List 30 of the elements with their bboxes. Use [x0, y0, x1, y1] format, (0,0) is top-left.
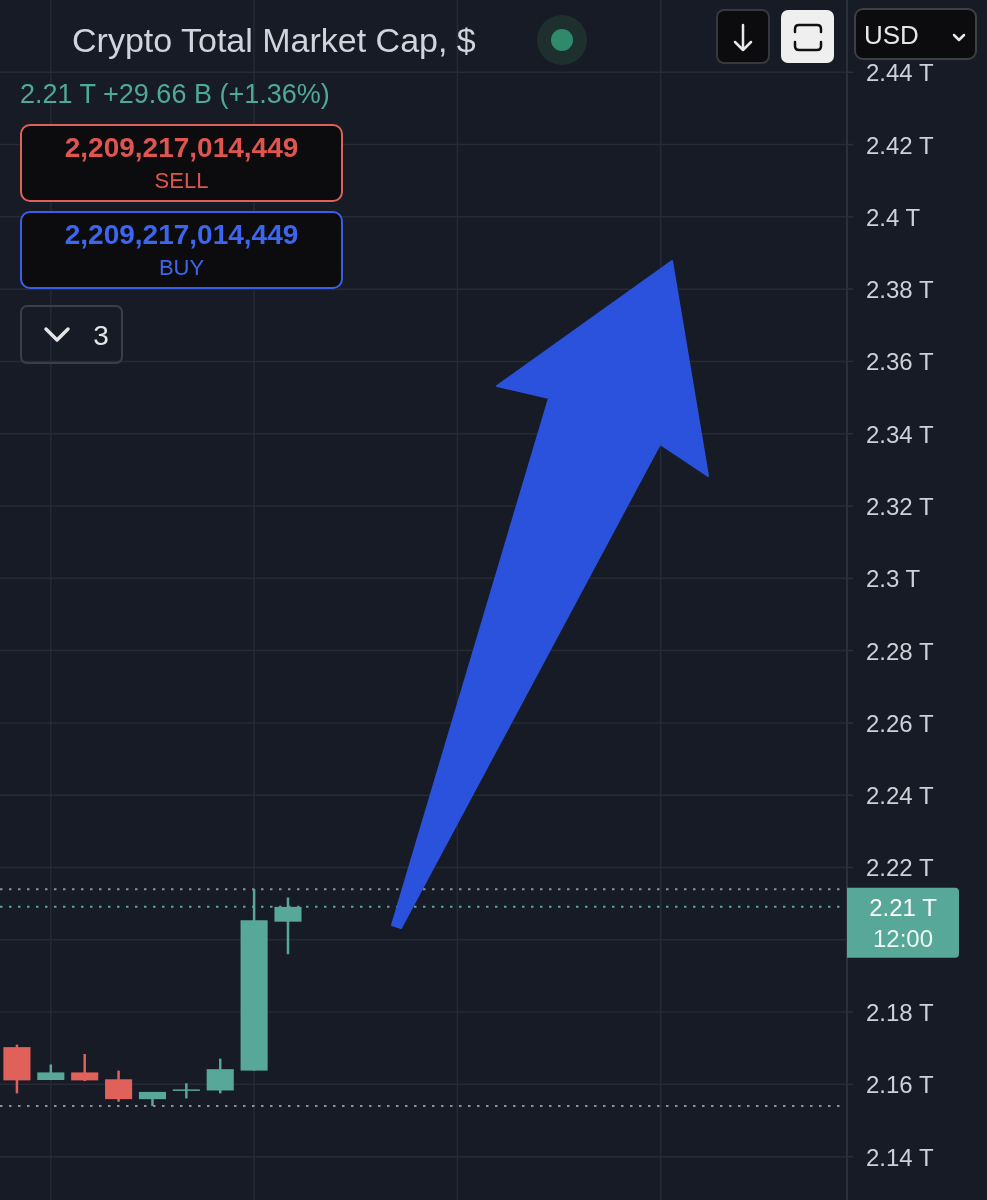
annotation: 2,209,217,014,449 [64, 218, 299, 250]
annotation: 2,209,217,014,449 [64, 131, 299, 163]
annotation: 3 [93, 319, 109, 351]
y-tick-label: 2.42 T [866, 131, 934, 159]
candlestick [71, 1052, 99, 1083]
count-dropdown: 3 [20, 305, 123, 364]
text: 12:00 [872, 924, 934, 952]
text: Crypto Total Market Cap, $ [72, 21, 476, 59]
annotation: BUY [158, 254, 205, 280]
buy-button: 2,209,217,014,449 BUY [20, 211, 343, 289]
sell-button: 2,209,217,014,449 SELL [20, 124, 343, 202]
y-tick-label: 2.38 T [866, 275, 934, 303]
y-tick-label: 2.34 T [866, 420, 934, 448]
candlestick [172, 1082, 200, 1100]
y-tick-label: 2.18 T [866, 998, 934, 1026]
y-tick-label: 2.32 T [866, 492, 934, 520]
y-tick-label: 2.28 T [866, 637, 934, 665]
y-tick-label: 2.4 T [866, 203, 921, 231]
y-tick-label: 2.36 T [866, 347, 934, 375]
y-tick-label: 2.26 T [866, 709, 934, 737]
currency-dropdown: USD [854, 8, 977, 60]
y-tick-label: 2.44 T [866, 58, 934, 86]
y-tick-label: 2.3 T [866, 564, 921, 592]
y-tick-label: 2.14 T [866, 1143, 934, 1171]
annotation: SELL [154, 167, 209, 193]
y-tick-label: 2.16 T [866, 1070, 934, 1098]
y-tick-label: 2.24 T [866, 781, 934, 809]
text: 2.21 T +29.66 B (+1.36%) [20, 79, 330, 109]
ref-line-label: 2.21 T [869, 893, 938, 921]
y-tick-label: 2.22 T [866, 853, 934, 881]
